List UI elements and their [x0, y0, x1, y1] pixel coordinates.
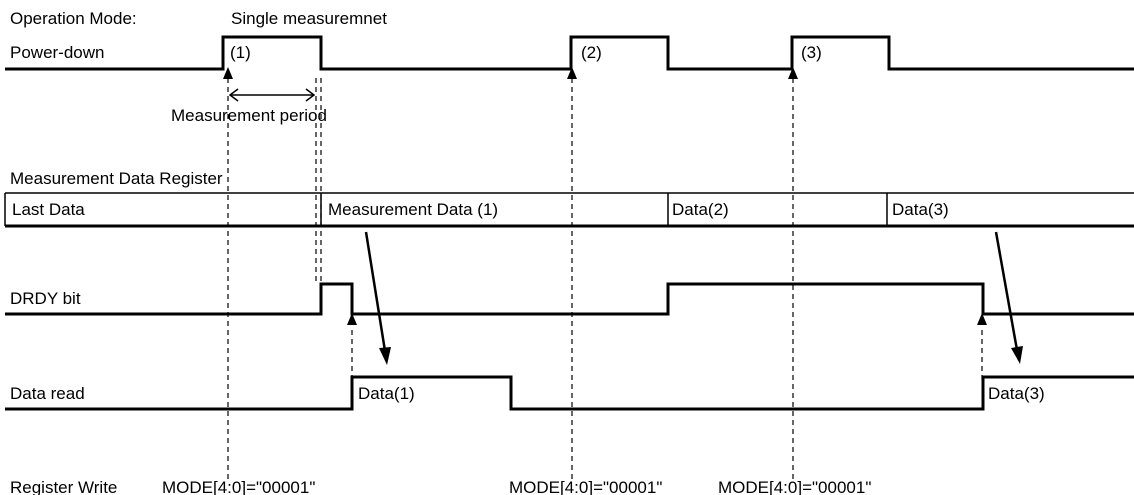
power-down-waveform: [5, 35, 1134, 71]
register-title-label: Measurement Data Register: [10, 169, 223, 188]
pulse-2-label: (2): [581, 43, 602, 62]
mode-write-3-label: MODE[4:0]="00001": [718, 478, 871, 495]
drdy-bit-label: DRDY bit: [10, 289, 81, 308]
pulse-1-label: (1): [230, 43, 251, 62]
mode-write-2-label: MODE[4:0]="00001": [509, 478, 662, 495]
measurement-period-arrow: [228, 88, 316, 102]
measurement-period-label: Measurement period: [171, 106, 327, 125]
read-arrow-3: [994, 231, 1023, 364]
mode-write-1-label: MODE[4:0]="00001": [162, 478, 315, 495]
register-segment-data-1: Measurement Data (1): [328, 200, 498, 219]
dashed-line-arrowheads: [223, 67, 987, 325]
register-bus: [4, 192, 1134, 228]
read-arrow-1: [364, 231, 391, 365]
dashed-reference-lines: [227, 78, 983, 480]
data-read-label: Data read: [10, 384, 85, 403]
data-read-1-label: Data(1): [358, 384, 415, 403]
pulse-3-label: (3): [801, 43, 822, 62]
register-segment-last-data: Last Data: [12, 200, 85, 219]
register-write-label: Register Write: [10, 478, 117, 495]
single-measurement-label: Single measuremnet: [231, 9, 387, 28]
data-read-waveform: [5, 375, 1134, 411]
operation-mode-label: Operation Mode:: [10, 9, 137, 28]
power-down-label: Power-down: [10, 43, 105, 62]
drdy-bit-waveform: [5, 282, 1134, 316]
data-read-3-label: Data(3): [988, 384, 1045, 403]
register-segment-data-3: Data(3): [892, 200, 949, 219]
register-segment-data-2: Data(2): [672, 200, 729, 219]
